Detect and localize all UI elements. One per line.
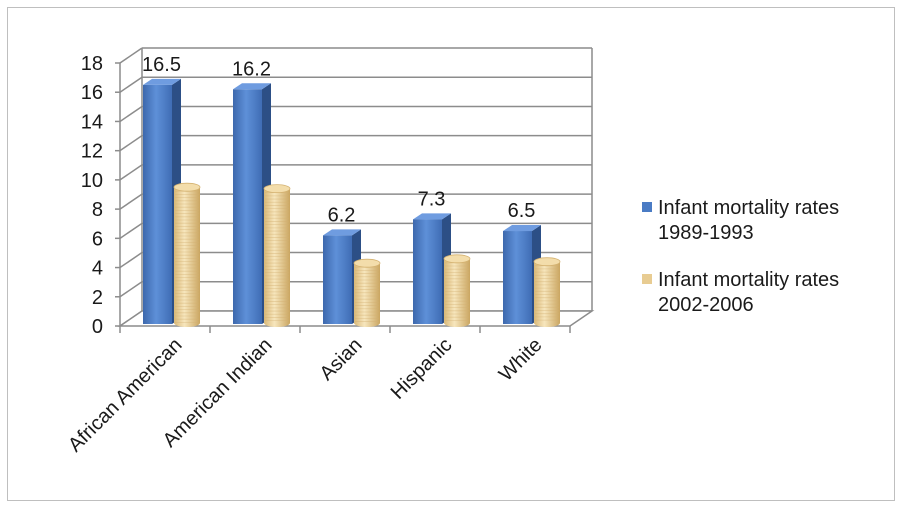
side-gridline xyxy=(119,222,143,239)
y-tick-label: 4 xyxy=(92,258,103,280)
cylinder-top xyxy=(443,254,471,264)
legend-label-series-2: Infant mortality rates 2002-2006 xyxy=(658,269,840,316)
x-tick-label: Hispanic xyxy=(387,334,457,404)
cylinder-top xyxy=(353,258,381,268)
cylinder-top xyxy=(533,257,561,267)
bar-top xyxy=(413,213,451,220)
y-tick-label: 10 xyxy=(81,170,103,192)
bar-front xyxy=(143,84,172,325)
y-tick-label: 8 xyxy=(92,199,103,221)
data-label: 7.3 xyxy=(418,188,446,210)
cylinder-body xyxy=(534,261,560,327)
bar-top xyxy=(143,78,181,85)
y-tick-labels: 0 2 4 6 8 10 12 14 16 18 xyxy=(81,53,103,338)
bar-front xyxy=(323,235,352,324)
cylinder-top xyxy=(263,184,291,194)
data-label: 16.5 xyxy=(142,54,181,76)
legend-swatch-series-2 xyxy=(642,274,652,284)
bar-top xyxy=(323,229,361,236)
data-labels: 16.5 16.2 6.2 7.3 6.5 xyxy=(142,54,535,226)
y-tick-label: 18 xyxy=(81,53,103,75)
side-gridline xyxy=(119,76,143,93)
legend: Infant mortality rates 1989-1993 Infant … xyxy=(642,196,892,340)
bar-top xyxy=(503,225,541,232)
bars xyxy=(143,78,561,327)
bar-series-2 xyxy=(263,184,291,327)
cylinder-body xyxy=(444,258,470,327)
y-tick-label: 14 xyxy=(81,111,103,133)
side-gridline xyxy=(119,251,143,269)
legend-item-series-2: Infant mortality rates 2002-2006 xyxy=(642,268,892,318)
x-tick-label: White xyxy=(495,334,547,386)
y-tick-label: 6 xyxy=(92,228,103,250)
bar-series-2 xyxy=(173,182,201,327)
side-gridline xyxy=(119,105,143,123)
bar-series-2 xyxy=(533,257,561,327)
side-gridline xyxy=(119,164,143,181)
y-tick-label: 12 xyxy=(81,141,103,163)
bar-series-2 xyxy=(443,254,471,327)
cylinder-body xyxy=(264,188,290,327)
legend-label-series-1: Infant mortality rates 1989-1993 xyxy=(658,197,840,244)
y-tick-label: 2 xyxy=(92,287,103,309)
bar-front xyxy=(413,219,442,324)
side-gridline xyxy=(119,47,143,64)
bar-front xyxy=(503,231,532,324)
cylinder-body xyxy=(354,263,380,327)
data-label: 6.2 xyxy=(328,204,356,226)
data-label: 6.5 xyxy=(508,200,536,222)
data-label: 16.2 xyxy=(232,58,271,80)
bar-series-2 xyxy=(353,258,381,327)
legend-item-series-1: Infant mortality rates 1989-1993 xyxy=(642,196,892,246)
y-tick-label: 16 xyxy=(81,82,103,104)
bar-top xyxy=(233,83,271,90)
bar-front xyxy=(233,89,262,324)
legend-swatch-series-1 xyxy=(642,202,652,212)
x-tick-label: Asian xyxy=(316,334,367,385)
side-gridline xyxy=(119,135,143,152)
side-gridline xyxy=(119,281,143,298)
cylinder-top xyxy=(173,182,201,192)
cylinder-body xyxy=(174,187,200,327)
bar-series-1 xyxy=(413,213,451,324)
side-gridline xyxy=(119,193,143,210)
y-tick-label: 0 xyxy=(92,316,103,338)
